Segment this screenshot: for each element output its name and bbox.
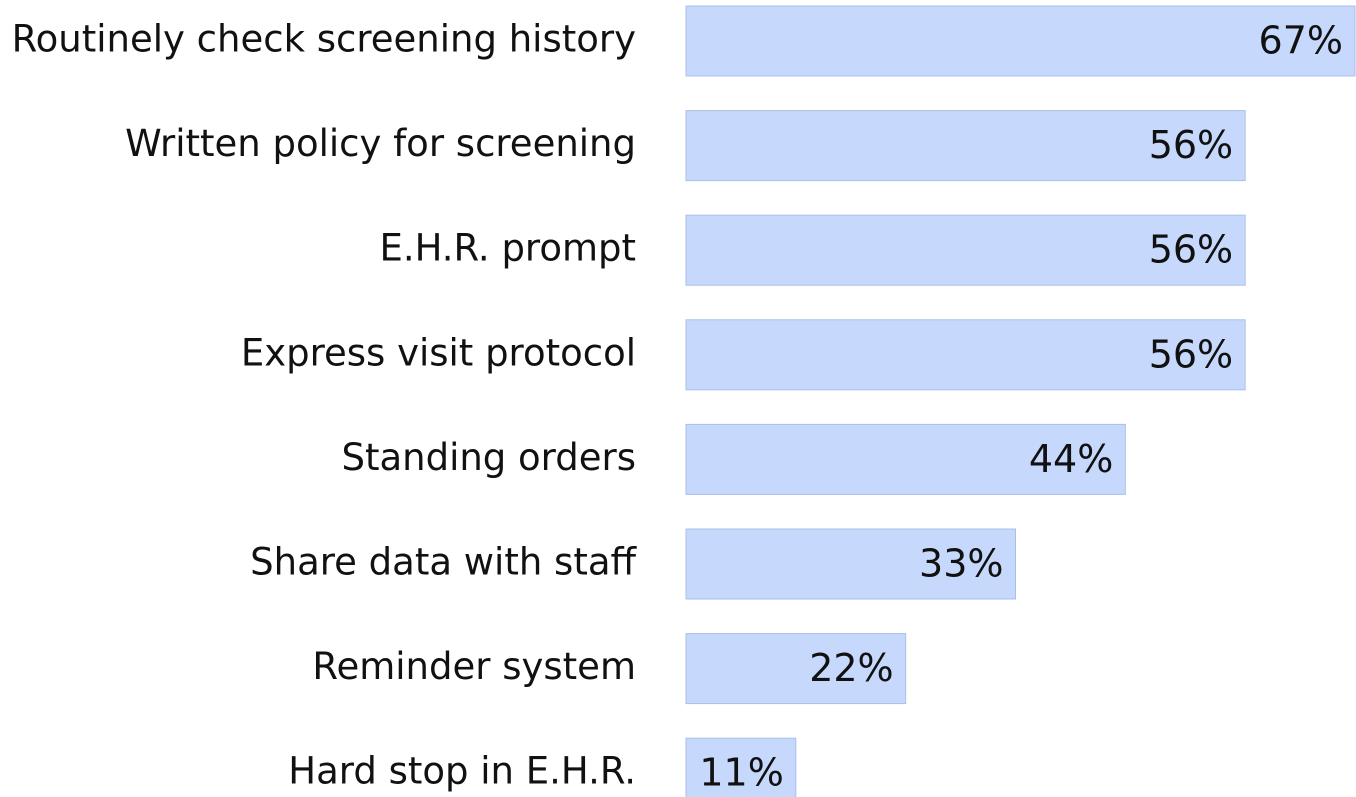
value-label: 44% — [1029, 437, 1113, 481]
category-label: Hard stop in E.H.R. — [288, 750, 636, 793]
value-label: 56% — [1149, 228, 1233, 272]
bar — [685, 214, 1246, 286]
value-label: 67% — [1259, 19, 1343, 63]
bar — [685, 633, 907, 705]
value-label: 56% — [1149, 332, 1233, 376]
category-label: Standing orders — [341, 436, 636, 479]
bar — [685, 737, 797, 797]
category-label: Routinely check screening history — [12, 18, 636, 61]
value-label: 56% — [1149, 123, 1233, 167]
category-label: Express visit protocol — [241, 331, 636, 374]
category-label: Share data with staff — [250, 541, 637, 584]
category-label: E.H.R. prompt — [379, 227, 636, 270]
value-label: 22% — [809, 646, 893, 690]
value-label: 33% — [919, 542, 1003, 586]
bar — [685, 528, 1017, 600]
value-label: 11% — [699, 751, 783, 795]
bar — [685, 319, 1246, 391]
bar — [685, 110, 1246, 182]
bar — [685, 423, 1126, 495]
category-label: Reminder system — [312, 645, 636, 688]
category-label: Written policy for screening — [125, 122, 636, 165]
bar — [685, 5, 1356, 77]
